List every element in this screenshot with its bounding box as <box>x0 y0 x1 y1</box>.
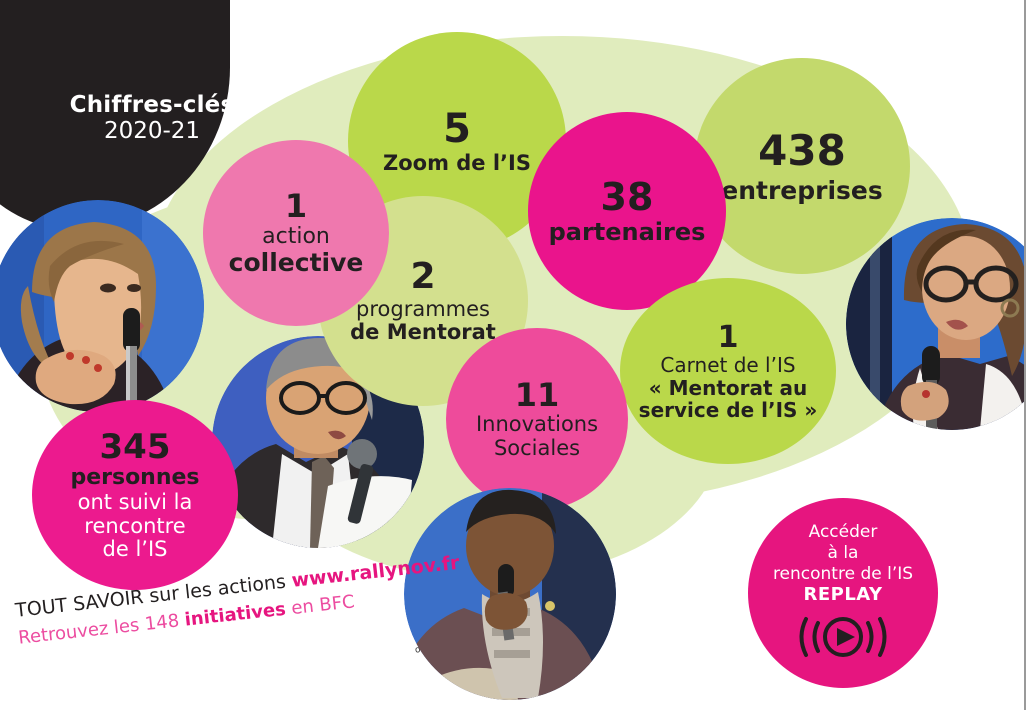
stat-number-zoom-de-lis: 5 <box>443 105 471 152</box>
stat-label-innovations-line1: Innovations <box>475 412 599 437</box>
stat-label-action-line2: collective <box>228 248 364 278</box>
footer-line-2-suffix: en BFC <box>284 590 356 620</box>
replay-line-1: Accéder <box>808 522 878 543</box>
stat-bubble-partenaires[interactable]: 38 partenaires <box>528 112 726 310</box>
stat-bubble-entreprises[interactable]: 438 entreprises <box>694 58 910 274</box>
stat-number-personnes: 345 <box>99 427 171 468</box>
stat-number-carnet: 1 <box>717 319 739 355</box>
photo-speaker-woman-blonde <box>0 200 204 412</box>
stat-bubble-innovations-sociales[interactable]: 11 Innovations Sociales <box>446 328 628 510</box>
stat-number-action: 1 <box>284 186 308 225</box>
stat-label-programmes-line1: programmes <box>356 296 490 321</box>
stat-bubble-carnet-de-lis[interactable]: 1 Carnet de l’IS « Mentorat au service d… <box>620 278 836 464</box>
stat-label-personnes-line2: ont suivi la <box>77 490 193 515</box>
stat-label-action-line1: action <box>262 223 330 249</box>
stat-label-carnet-line3: service de l’IS » <box>638 397 818 422</box>
stat-number-partenaires: 38 <box>600 174 654 219</box>
replay-line-2: à la <box>827 542 859 563</box>
replay-line-4: REPLAY <box>803 584 883 606</box>
stat-bubble-personnes[interactable]: 345 personnes ont suivi la rencontre de … <box>32 400 238 590</box>
stat-label-programmes-line2: de Mentorat <box>350 320 496 345</box>
replay-cta-button[interactable]: Accéder à la rencontre de l’IS REPLAY <box>748 498 938 688</box>
stat-label-zoom-de-lis: Zoom de l’IS <box>383 150 531 175</box>
stat-label-personnes-line1: personnes <box>70 465 200 491</box>
stat-number-entreprises: 438 <box>758 126 846 176</box>
stat-number-programmes: 2 <box>410 256 436 298</box>
replay-line-3: rencontre de l’IS <box>772 563 914 584</box>
stat-number-innovations: 11 <box>514 375 560 414</box>
stat-label-entreprises: entreprises <box>721 175 883 205</box>
stat-label-innovations-line2: Sociales <box>493 435 581 460</box>
stat-label-personnes-line4: de l’IS <box>102 537 168 562</box>
stat-label-carnet-line1: Carnet de l’IS <box>660 353 796 378</box>
play-button-icon[interactable] <box>791 615 895 664</box>
stat-bubble-action-collective[interactable]: 1 action collective <box>203 140 389 326</box>
stat-label-carnet-line2: « Mentorat au <box>648 375 808 400</box>
stat-label-partenaires: partenaires <box>548 218 706 247</box>
stat-label-personnes-line3: rencontre <box>84 513 186 538</box>
